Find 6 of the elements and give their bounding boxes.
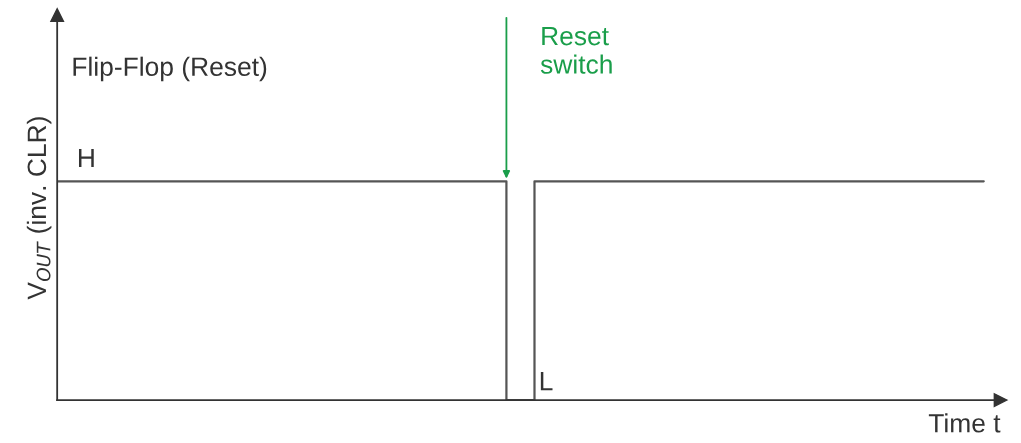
y-axis-title: V$_{OUT}$ (inv. CLR) [26,117,52,300]
text: H [78,148,94,168]
text: Reset switch [540,26,612,74]
x-axis-title: Time t [928,413,1001,433]
annotation: L [540,372,553,391]
chart-title: Flip-Flop (Reset) [73,56,267,82]
